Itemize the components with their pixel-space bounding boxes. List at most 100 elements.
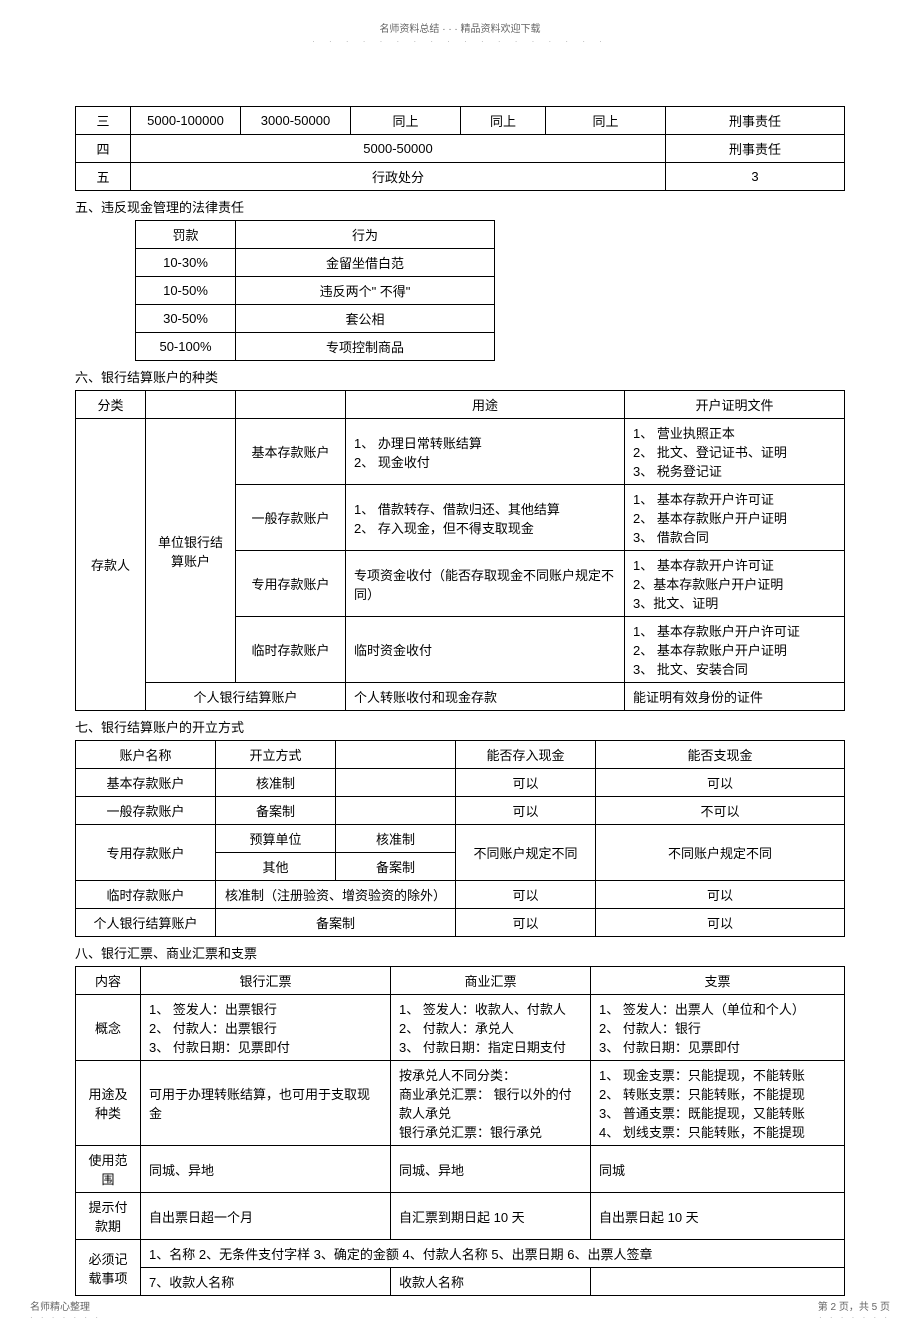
s5r3c1: 专项控制商品 [236,333,495,361]
s7rtc4: 可以 [596,881,845,909]
table-section5: 罚款 行为 10-30%金留坐借白范 10-50%违反两个" 不得" 30-50… [135,220,495,361]
s7rpc4: 可以 [596,909,845,937]
s8r-scope-c2: 同城、异地 [391,1146,591,1193]
t1r3c6: 3 [666,163,845,191]
s8r-usage-c2: 按承兑人不同分类： 商业承兑汇票： 银行以外的付款人承兑 银行承兑汇票：银行承兑 [391,1061,591,1146]
s7r1c0: 一般存款账户 [76,797,216,825]
footer-right: 第 2 页，共 5 页 · · · · · · · [818,1298,890,1322]
t1r1c2: 3000-50000 [241,107,351,135]
s8h2: 商业汇票 [391,967,591,995]
s6r3c4: 1、 基本存款账户开户许可证 2、 基本存款账户开户证明 3、 批文、安装合同 [625,617,845,683]
s8r-record-c1b: 7、收款人名称 [141,1268,391,1296]
s5r1c0: 10-50% [136,277,236,305]
t1r1c3: 同上 [351,107,461,135]
t1r2c0: 四 [76,135,131,163]
s8r-period-c1: 自出票日超一个月 [141,1193,391,1240]
footer-left: 名师精心整理 · · · · · · · [30,1298,101,1322]
s8r-record-c1: 1、名称 2、无条件支付字样 3、确定的金额 4、付款人名称 5、出票日期 6、… [141,1240,845,1268]
s8r-scope-l: 使用范围 [76,1146,141,1193]
t1r1c6: 刑事责任 [666,107,845,135]
s6lr4: 能证明有效身份的证件 [625,683,845,711]
footer-left-dots: · · · · · · · [30,1313,101,1322]
s6h1 [146,391,236,419]
s8r-record-c3b [591,1268,845,1296]
s5r2c0: 30-50% [136,305,236,333]
s6h4: 开户证明文件 [625,391,845,419]
t1r1c0: 三 [76,107,131,135]
s6r0c4: 1、 营业执照正本 2、 批文、登记证书、证明 3、 税务登记证 [625,419,845,485]
t1r1c4: 同上 [461,107,546,135]
s6r2c2: 专用存款账户 [236,551,346,617]
s6r1c3: 1、 借款转存、借款归还、其他结算 2、 存入现金，但不得支取现金 [346,485,625,551]
s7r0c0: 基本存款账户 [76,769,216,797]
s6r2c4: 1、 基本存款开户许可证 2、基本存款账户开户证明 3、批文、证明 [625,551,845,617]
table-top-fragment: 三 5000-100000 3000-50000 同上 同上 同上 刑事责任 四… [75,106,845,191]
s5r2c1: 套公相 [236,305,495,333]
s7sr1c1: 预算单位 [216,825,336,853]
s7rtc3: 可以 [456,881,596,909]
footer-left-text: 名师精心整理 [30,1302,90,1313]
s5h0: 罚款 [136,221,236,249]
s6h0: 分类 [76,391,146,419]
section7-title: 七、银行结算账户的开立方式 [75,717,845,736]
s8r-scope-c1: 同城、异地 [141,1146,391,1193]
s7h1: 开立方式 [216,741,336,769]
s5h1: 行为 [236,221,495,249]
s5r3c0: 50-100% [136,333,236,361]
t1r2c1: 5000-50000 [131,135,666,163]
s8r-record-c2b: 收款人名称 [391,1268,591,1296]
s8r-concept-c3: 1、 签发人：出票人（单位和个人） 2、 付款人：银行 3、 付款日期：见票即付 [591,995,845,1061]
s8r-usage-l: 用途及种类 [76,1061,141,1146]
s6r1c4: 1、 基本存款开户许可证 2、 基本存款账户开户证明 3、 借款合同 [625,485,845,551]
s6r0c2: 基本存款账户 [236,419,346,485]
s6h3: 用途 [346,391,625,419]
s5r0c0: 10-30% [136,249,236,277]
s8r-period-c2: 自汇票到期日起 10 天 [391,1193,591,1240]
s8r-record-l: 必须记载事项 [76,1240,141,1296]
s7r0c3: 可以 [456,769,596,797]
s8r-period-l: 提示付款期 [76,1193,141,1240]
s6c1m: 存款人 [76,419,146,711]
s7sr1c2: 核准制 [336,825,456,853]
s7r1c1: 备案制 [216,797,336,825]
s8r-concept-c2: 1、 签发人：收款人、付款人 2、 付款人：承兑人 3、 付款日期：指定日期支付 [391,995,591,1061]
footer-right-text: 第 2 页，共 5 页 [818,1302,890,1313]
s8r-scope-c3: 同城 [591,1146,845,1193]
s5r0c1: 金留坐借白范 [236,249,495,277]
section5-title: 五、违反现金管理的法律责任 [75,197,845,216]
s7src3: 不同账户规定不同 [456,825,596,881]
s7h4: 能否支现金 [596,741,845,769]
s8r-concept-l: 概念 [76,995,141,1061]
t1r2c6: 刑事责任 [666,135,845,163]
s7h0: 账户名称 [76,741,216,769]
t1r3c1: 行政处分 [131,163,666,191]
s8h0: 内容 [76,967,141,995]
s7rpc3: 可以 [456,909,596,937]
page-header-dots: · · · · · · · · · · · · · · · · · · [75,37,845,46]
s6c2m: 单位银行结算账户 [146,419,236,683]
s7rpc1: 备案制 [216,909,456,937]
s8r-usage-c1: 可用于办理转账结算，也可用于支取现金 [141,1061,391,1146]
s7r1c2 [336,797,456,825]
section6-title: 六、银行结算账户的种类 [75,367,845,386]
s7r0c4: 可以 [596,769,845,797]
s6lr1: 个人银行结算账户 [146,683,346,711]
s7h3: 能否存入现金 [456,741,596,769]
s6r2c3: 专项资金收付（能否存取现金不同账户规定不同） [346,551,625,617]
s8r-period-c3: 自出票日起 10 天 [591,1193,845,1240]
s6r3c2: 临时存款账户 [236,617,346,683]
s7r1c3: 可以 [456,797,596,825]
s6h2 [236,391,346,419]
s7src0: 专用存款账户 [76,825,216,881]
s6r1c2: 一般存款账户 [236,485,346,551]
t1r1c1: 5000-100000 [131,107,241,135]
table-section7: 账户名称 开立方式 能否存入现金 能否支现金 基本存款账户 核准制 可以 可以 … [75,740,845,937]
section8-title: 八、银行汇票、商业汇票和支票 [75,943,845,962]
s7r1c4: 不可以 [596,797,845,825]
s7rpc0: 个人银行结算账户 [76,909,216,937]
s8r-usage-c3: 1、 现金支票：只能提现，不能转账 2、 转账支票：只能转账，不能提现 3、 普… [591,1061,845,1146]
t1r1c5: 同上 [546,107,666,135]
table-section8: 内容 银行汇票 商业汇票 支票 概念 1、 签发人：出票银行 2、 付款人：出票… [75,966,845,1296]
s7sr2c1: 其他 [216,853,336,881]
s6r0c3: 1、 办理日常转账结算 2、 现金收付 [346,419,625,485]
